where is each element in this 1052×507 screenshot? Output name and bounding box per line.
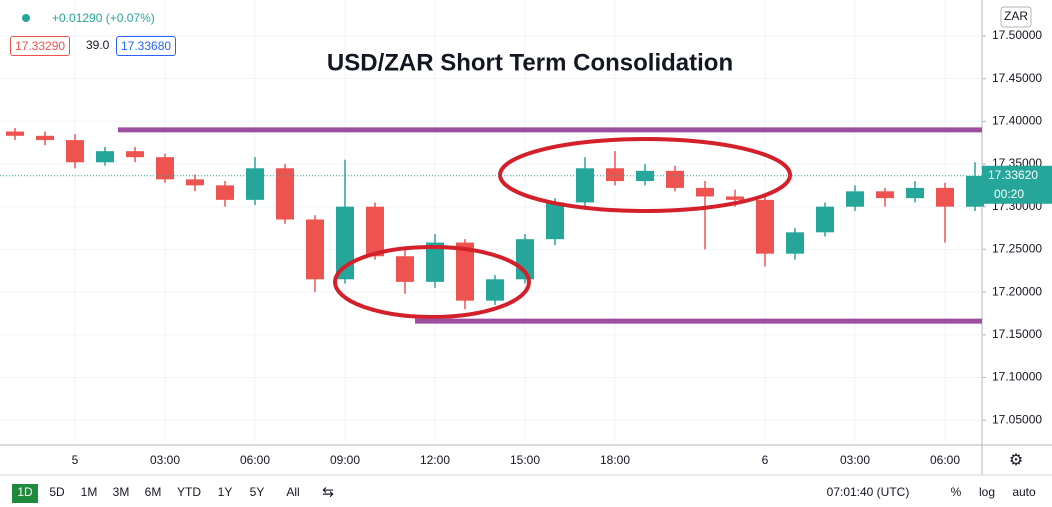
settings-icon[interactable]: ⚙ xyxy=(1009,452,1023,469)
x-tick-label: 5 xyxy=(72,453,79,467)
chart-title: USD/ZAR Short Term Consolidation xyxy=(327,49,733,76)
bid-price[interactable]: 17.33290 xyxy=(10,36,71,56)
countdown: 00:20 xyxy=(994,187,1024,201)
candle-body xyxy=(426,242,444,282)
range-button[interactable]: 1M xyxy=(81,485,98,499)
x-tick-label: 06:00 xyxy=(930,453,960,467)
range-button[interactable]: YTD xyxy=(177,485,201,499)
candle-body xyxy=(36,135,54,141)
candle-body xyxy=(876,191,894,199)
compare-icon[interactable]: ⇆ xyxy=(322,484,334,500)
y-tick-label: 17.15000 xyxy=(992,327,1042,341)
candle-body xyxy=(486,279,504,301)
candle-body xyxy=(696,187,714,197)
x-tick-label: 03:00 xyxy=(150,453,180,467)
y-tick-label: 17.40000 xyxy=(992,113,1042,127)
y-tick-label: 17.10000 xyxy=(992,370,1042,384)
candle-body xyxy=(846,191,864,207)
candle-body xyxy=(756,199,774,254)
candle-body xyxy=(246,168,264,200)
candle-body xyxy=(276,168,294,220)
candle-body xyxy=(216,185,234,200)
percent-toggle[interactable]: % xyxy=(951,485,962,499)
y-tick-label: 17.20000 xyxy=(992,284,1042,298)
y-tick-label: 17.05000 xyxy=(992,412,1042,426)
x-tick-label: 6 xyxy=(762,453,769,467)
grid xyxy=(0,0,982,445)
range-button[interactable]: 3M xyxy=(113,485,130,499)
candle-body xyxy=(396,256,414,282)
x-tick-label: 03:00 xyxy=(840,453,870,467)
annotation-ellipse xyxy=(333,245,531,319)
candle-body xyxy=(126,151,144,158)
candle-body xyxy=(366,206,384,257)
clock: 07:01:40 (UTC) xyxy=(827,485,910,499)
candle-body xyxy=(816,206,834,233)
candle-body xyxy=(156,157,174,180)
candle-body xyxy=(726,196,744,200)
annotation-ellipse xyxy=(498,137,792,213)
currency-box xyxy=(1000,6,1032,28)
candles xyxy=(6,128,984,310)
candle-body xyxy=(546,202,564,240)
last-price-label: 17.33620 xyxy=(988,168,1038,182)
candle-body xyxy=(186,179,204,186)
candle-body xyxy=(6,131,24,136)
candle-body xyxy=(936,187,954,207)
x-tick-label: 06:00 xyxy=(240,453,270,467)
last-price-tag xyxy=(982,165,1052,204)
candle-body xyxy=(576,168,594,203)
y-tick-label: 17.45000 xyxy=(992,71,1042,85)
range-button[interactable]: 5D xyxy=(49,485,65,499)
candle-body xyxy=(966,175,984,207)
log-toggle[interactable]: log xyxy=(979,485,995,499)
range-button[interactable]: 1D xyxy=(17,485,33,499)
x-tick-label: 09:00 xyxy=(330,453,360,467)
currency: ZAR xyxy=(1004,9,1028,23)
x-tick-label: 18:00 xyxy=(600,453,630,467)
candle-body xyxy=(666,170,684,188)
candle-body xyxy=(96,151,114,163)
status-dot xyxy=(22,14,30,22)
candle-body xyxy=(906,187,924,199)
candle-body xyxy=(306,219,324,280)
x-tick-label: 15:00 xyxy=(510,453,540,467)
candle-body xyxy=(66,140,84,163)
y-tick-label: 17.50000 xyxy=(992,28,1042,42)
range-active[interactable] xyxy=(12,484,38,503)
range-button[interactable]: All xyxy=(286,485,299,499)
range-button[interactable]: 5Y xyxy=(250,485,265,499)
auto-toggle[interactable]: auto xyxy=(1012,485,1036,499)
candle-body xyxy=(336,206,354,280)
change: +0.01290 (+0.07%) xyxy=(52,11,155,25)
y-tick-label: 17.25000 xyxy=(992,242,1042,256)
x-tick-label: 12:00 xyxy=(420,453,450,467)
range-button[interactable]: 1Y xyxy=(218,485,233,499)
spread: 39.0 xyxy=(86,38,110,52)
candle-body xyxy=(456,242,474,301)
range-button[interactable]: 6M xyxy=(145,485,162,499)
candle-body xyxy=(786,232,804,254)
ask-price[interactable]: 17.33680 xyxy=(116,36,177,56)
candle-body xyxy=(606,168,624,182)
